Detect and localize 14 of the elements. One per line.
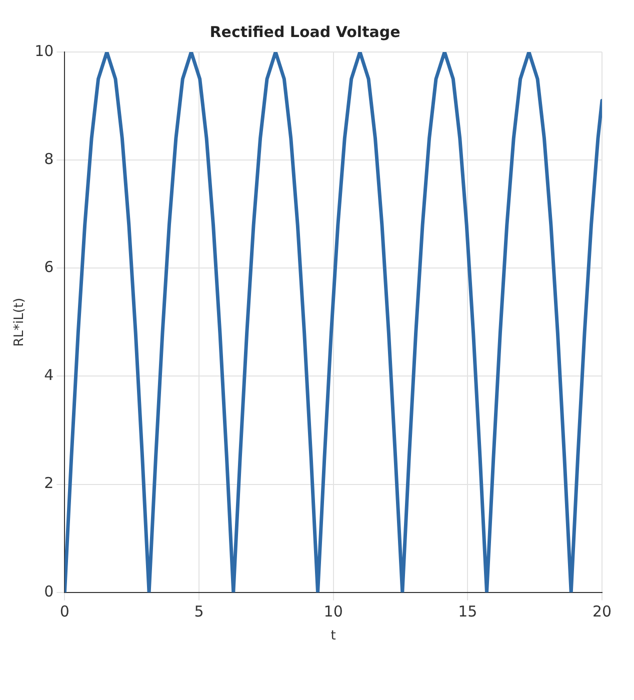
x-tick-label: 15 [458,602,478,620]
x-tick-label: 0 [60,602,70,620]
x-tick-label: 10 [324,602,343,620]
chart-title: Rectified Load Voltage [210,22,400,41]
y-tick-label: 10 [34,42,54,60]
x-axis-title: t [330,628,336,644]
y-axis-title: RL*iL(t) [12,298,28,347]
x-tick-label: 5 [194,602,204,620]
y-tick-label: 0 [44,582,54,600]
y-tick-label: 6 [44,258,54,276]
y-tick-label: 8 [44,150,54,168]
y-tick-label: 2 [44,474,54,492]
x-tick-label: 20 [592,602,612,620]
y-tick-label: 4 [44,366,54,384]
